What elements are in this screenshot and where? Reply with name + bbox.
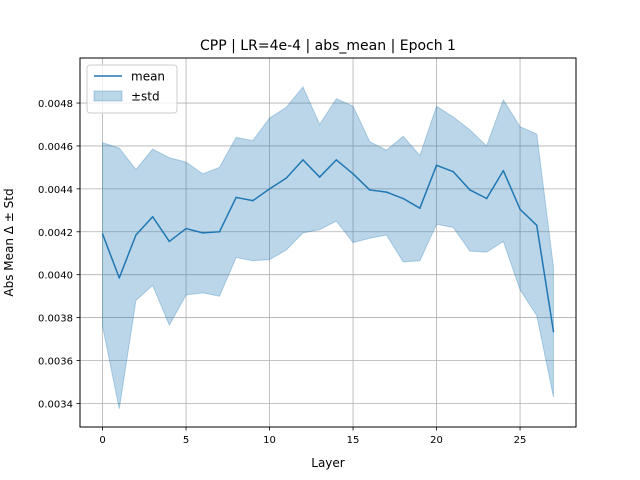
legend-std-swatch xyxy=(93,90,123,102)
x-tick-label: 5 xyxy=(183,435,189,446)
mean-point xyxy=(469,189,471,191)
mean-point xyxy=(101,233,104,235)
mean-point xyxy=(519,208,521,211)
mean-point xyxy=(235,196,237,199)
grid xyxy=(80,58,576,427)
mean-point xyxy=(502,169,505,172)
mean-points-layer xyxy=(101,159,555,333)
mean-point xyxy=(302,159,304,161)
mean-point xyxy=(419,207,421,209)
legend-box xyxy=(86,64,178,114)
y-tick-label: 0.0040 xyxy=(38,271,73,282)
mean-point xyxy=(118,277,121,279)
plot-area xyxy=(80,58,576,427)
x-tick-label: 20 xyxy=(430,435,443,446)
mean-point xyxy=(335,159,338,161)
mean-point xyxy=(168,240,171,243)
x-tick-label: 0 xyxy=(99,435,105,446)
x-axis-ticks: 0 5 10 15 20 25 xyxy=(99,427,526,446)
mean-point xyxy=(268,188,271,190)
legend-std-label: ±std xyxy=(131,90,160,104)
mean-point xyxy=(252,199,254,202)
mean-point xyxy=(201,232,204,234)
y-axis-ticks: 0.0034 0.0036 0.0038 0.0040 0.0042 0.0044 0.00… xyxy=(38,99,80,410)
y-tick-label: 0.0044 xyxy=(38,185,73,196)
chart-title: CPP | LR=4e-4 | abs_mean | Epoch 1 xyxy=(200,38,456,54)
mean-point xyxy=(385,191,388,193)
x-tick-label: 10 xyxy=(263,435,276,446)
legend: mean ±std xyxy=(86,64,178,114)
mean-point xyxy=(185,227,187,230)
x-tick-label: 25 xyxy=(514,435,527,446)
y-tick-label: 0.0036 xyxy=(38,356,73,367)
mean-point xyxy=(368,189,371,191)
x-tick-label: 15 xyxy=(347,435,360,446)
mean-point xyxy=(552,330,555,333)
mean-point xyxy=(218,230,221,233)
mean-point xyxy=(452,170,455,173)
mean-point xyxy=(485,197,488,200)
y-tick-label: 0.0038 xyxy=(38,314,73,325)
mean-point xyxy=(318,176,321,178)
mean-line-layer xyxy=(101,159,555,332)
y-tick-label: 0.0048 xyxy=(38,99,73,110)
mean-point xyxy=(435,164,438,167)
mean-point xyxy=(135,234,137,236)
y-tick-label: 0.0046 xyxy=(38,142,73,153)
mean-point xyxy=(352,173,354,175)
mean-line xyxy=(101,159,555,332)
axes-frame xyxy=(79,57,577,428)
y-tick-label: 0.0042 xyxy=(38,228,73,239)
mean-point xyxy=(285,177,288,179)
x-axis-label: Layer xyxy=(311,456,345,470)
y-axis-label: Abs Mean Δ ± Std xyxy=(2,188,16,296)
legend-mean-label: mean xyxy=(131,70,165,84)
mean-point xyxy=(151,215,154,218)
y-tick-label: 0.0034 xyxy=(38,399,73,410)
mean-point xyxy=(402,197,404,200)
mean-point xyxy=(535,224,538,227)
